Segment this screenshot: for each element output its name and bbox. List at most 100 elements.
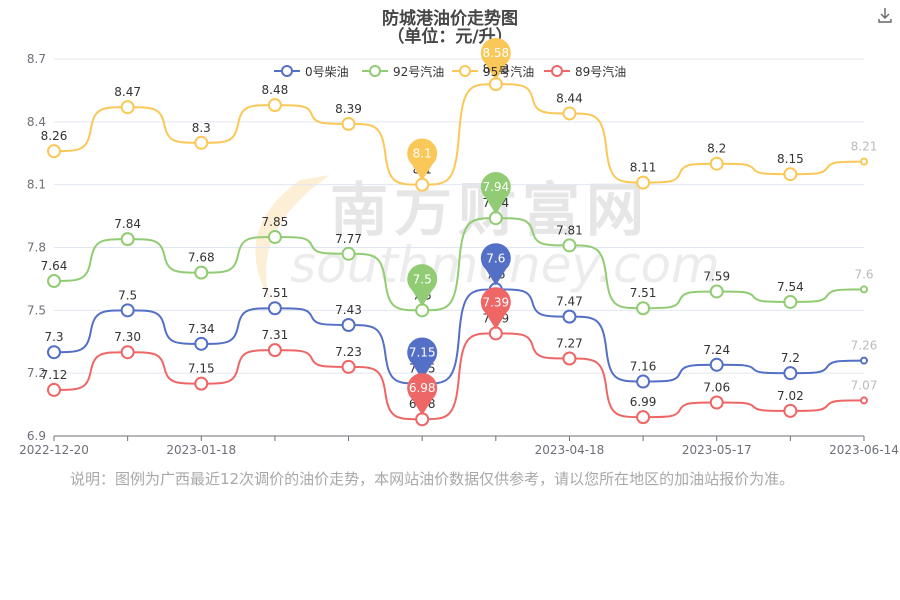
chart-title: 防城港油价走势图 — [382, 9, 518, 29]
data-point — [267, 343, 282, 358]
data-point — [341, 116, 356, 131]
data-label: 7.06 — [703, 380, 730, 394]
data-point — [194, 376, 209, 391]
marker-pin: 8.58 — [480, 37, 511, 81]
data-label: 8.15 — [777, 152, 804, 166]
download-icon[interactable] — [876, 6, 894, 24]
x-tick-label: 2023-05-17 — [682, 443, 752, 457]
marker-pin: 6.98 — [407, 373, 438, 416]
legend-item: 95号汽油 — [452, 64, 534, 79]
y-tick-label: 7.2 — [27, 366, 46, 380]
marker-pin-shape — [480, 243, 511, 286]
y-tick-label: 8.1 — [27, 178, 46, 192]
data-point — [562, 238, 577, 253]
data-point — [562, 106, 577, 121]
data-point — [341, 246, 356, 261]
marker-pin: 7.15 — [407, 337, 438, 380]
marker-pin: 7.39 — [480, 287, 511, 330]
legend-symbol — [281, 65, 293, 77]
legend-label: 0号柴油 — [305, 65, 349, 79]
series-line — [53, 288, 865, 385]
data-label: 8.47 — [114, 85, 141, 99]
x-tick-label: 2022-12-20 — [19, 443, 89, 457]
data-label: 7.16 — [630, 360, 657, 374]
data-point — [267, 98, 282, 113]
data-label: 7.15 — [188, 362, 215, 376]
line-chart: 南方财富网southmoney.com6.97.27.57.88.18.48.7… — [19, 37, 899, 457]
y-tick-label: 6.9 — [27, 429, 46, 443]
data-point — [120, 232, 135, 247]
marker-pin-label: 6.98 — [409, 381, 436, 395]
data-point — [120, 345, 135, 360]
data-label: 7.81 — [556, 223, 583, 237]
legend-item: 0号柴油 — [274, 65, 349, 79]
data-label: 7.54 — [777, 280, 804, 294]
legend: 0号柴油 92号汽油 95号汽油 89号汽油 — [274, 64, 626, 79]
marker-pin-label: 7.94 — [482, 180, 509, 194]
legend-item: 89号汽油 — [544, 64, 626, 79]
data-point — [267, 230, 282, 245]
data-label: 7.24 — [703, 343, 730, 357]
data-point — [562, 309, 577, 324]
data-label: 7.43 — [335, 303, 362, 317]
data-label: 7.3 — [44, 330, 63, 344]
data-point — [783, 294, 798, 309]
data-point — [194, 135, 209, 150]
data-point — [47, 144, 61, 159]
data-label: 7.5 — [118, 288, 137, 302]
marker-pin: 8.1 — [407, 138, 438, 181]
data-point — [709, 284, 724, 299]
marker-pin-label: 8.1 — [413, 147, 432, 161]
y-tick-label: 8.4 — [27, 115, 46, 129]
data-label: 6.99 — [630, 395, 657, 409]
data-label: 7.23 — [335, 345, 362, 359]
data-point — [194, 265, 209, 280]
legend-label: 95号汽油 — [483, 64, 534, 79]
data-point — [341, 359, 356, 374]
data-label: 7.31 — [262, 328, 289, 342]
marker-pin-label: 7.5 — [413, 272, 432, 286]
data-label: 8.21 — [851, 140, 878, 154]
data-label: 7.47 — [556, 295, 583, 309]
data-point — [636, 175, 651, 190]
data-label: 7.77 — [335, 232, 362, 246]
data-point — [120, 303, 135, 318]
data-point — [47, 345, 61, 360]
data-label: 7.12 — [41, 368, 68, 382]
data-label: 7.59 — [703, 269, 730, 283]
marker-pin-shape — [480, 171, 511, 215]
data-label: 7.27 — [556, 337, 583, 351]
data-label: 7.51 — [630, 286, 657, 300]
marker-pin-shape — [407, 264, 438, 307]
data-point — [709, 395, 724, 410]
x-tick-label: 2023-01-18 — [166, 443, 236, 457]
data-label: 7.68 — [188, 251, 215, 265]
data-point — [47, 382, 61, 397]
data-label: 8.11 — [630, 161, 657, 175]
data-label: 8.2 — [707, 142, 726, 156]
data-label: 8.44 — [556, 91, 583, 105]
data-label: 7.6 — [854, 267, 873, 281]
data-label: 7.84 — [114, 217, 141, 231]
data-label: 8.39 — [335, 102, 362, 116]
data-label: 8.26 — [41, 129, 68, 143]
data-point — [267, 301, 282, 316]
y-tick-label: 8.7 — [27, 52, 46, 66]
data-point — [562, 351, 577, 366]
series-0: 7.3 7.5 7.34 7.51 7.43 7.15 7.6 7.47 7.16 7.24 7.2… — [44, 243, 877, 391]
data-point — [709, 156, 724, 171]
data-point — [120, 100, 135, 115]
legend-symbol — [369, 65, 381, 77]
data-label: 7.2 — [781, 351, 800, 365]
data-label: 7.02 — [777, 389, 804, 403]
series-1: 7.64 7.84 7.68 7.85 7.77 7.5 7.94 7.81 7.51 7.59 7… — [41, 171, 874, 318]
data-point — [709, 357, 724, 372]
data-label: 8.48 — [262, 83, 289, 97]
data-point — [636, 301, 651, 316]
x-tick-label: 2023-06-14 — [829, 443, 899, 457]
marker-pin: 7.5 — [407, 264, 438, 307]
chart-subtitle: （单位：元/升） — [387, 27, 513, 47]
legend-symbol — [551, 65, 563, 77]
data-point — [860, 157, 868, 166]
marker-pin-label: 7.15 — [409, 346, 436, 360]
